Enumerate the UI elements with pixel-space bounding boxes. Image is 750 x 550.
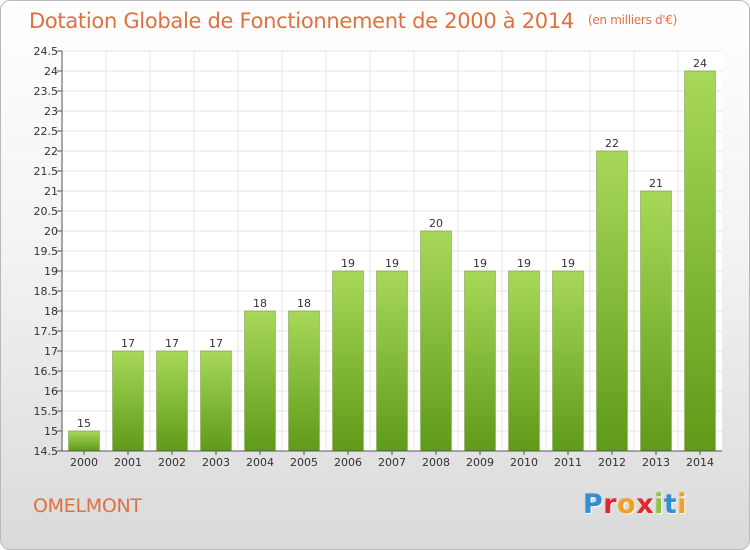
bar (640, 190, 672, 452)
y-tick-label: 21.5 (34, 165, 59, 178)
bar (244, 310, 276, 452)
commune-name: OMELMONT (33, 495, 142, 517)
x-tick-label: 2005 (290, 456, 318, 469)
y-tick-label: 18.5 (34, 285, 59, 298)
y-tick-label: 23.5 (34, 85, 59, 98)
bar-value-label: 19 (341, 257, 355, 270)
bar-value-label: 19 (473, 257, 487, 270)
y-tick-label: 15.5 (34, 405, 59, 418)
bar-value-label: 17 (209, 337, 223, 350)
x-tick-label: 2000 (70, 456, 98, 469)
y-tick-label: 22.5 (34, 125, 59, 138)
bar-value-label: 17 (121, 337, 135, 350)
logo-letter: o (617, 489, 637, 520)
bar (376, 270, 408, 452)
bar-value-label: 20 (429, 217, 443, 230)
bar-value-label: 22 (605, 137, 619, 150)
y-tick-label: 20.5 (34, 205, 59, 218)
y-tick-label: 24 (44, 65, 58, 78)
bar-value-label: 17 (165, 337, 179, 350)
logo-letter: x (636, 489, 655, 520)
bar (112, 350, 144, 452)
y-tick-label: 19.5 (34, 245, 59, 258)
logo-letter: i (677, 489, 688, 520)
proxiti-logo[interactable]: Proxiti (583, 489, 687, 520)
y-tick-label: 21 (44, 185, 58, 198)
x-tick-label: 2013 (642, 456, 670, 469)
x-tick-label: 2012 (598, 456, 626, 469)
x-tick-label: 2001 (114, 456, 142, 469)
logo-letter: t (663, 489, 678, 520)
bar (464, 270, 496, 452)
bar-value-label: 24 (693, 57, 707, 70)
y-tick-label: 15 (44, 425, 58, 438)
logo-letter: r (603, 489, 618, 520)
y-tick-label: 24.5 (34, 45, 59, 58)
y-tick-label: 17.5 (34, 325, 59, 338)
chart-subtitle: (en milliers d'€) (587, 13, 677, 27)
y-tick-label: 22 (44, 145, 58, 158)
bar-value-label: 18 (297, 297, 311, 310)
bar-value-label: 21 (649, 177, 663, 190)
y-tick-label: 23 (44, 105, 58, 118)
chart-title: Dotation Globale de Fonctionnement de 20… (29, 9, 677, 33)
x-tick-label: 2004 (246, 456, 274, 469)
x-tick-label: 2003 (202, 456, 230, 469)
x-tick-label: 2011 (554, 456, 582, 469)
x-tick-label: 2002 (158, 456, 186, 469)
logo-letter: i (654, 489, 664, 520)
bar (68, 430, 100, 452)
x-tick-label: 2009 (466, 456, 494, 469)
logo-letter: P (583, 489, 604, 520)
bar (288, 310, 320, 452)
y-tick-label: 20 (44, 225, 58, 238)
bar (596, 150, 628, 452)
bar (508, 270, 540, 452)
bar-value-label: 19 (385, 257, 399, 270)
x-tick-label: 2014 (686, 456, 714, 469)
y-tick-label: 14.5 (34, 445, 59, 458)
bar (200, 350, 232, 452)
bar (420, 230, 452, 452)
chart-title-text: Dotation Globale de Fonctionnement de 20… (29, 9, 574, 33)
x-tick-label: 2006 (334, 456, 362, 469)
y-tick-label: 17 (44, 345, 58, 358)
bar-value-label: 19 (561, 257, 575, 270)
x-tick-label: 2007 (378, 456, 406, 469)
y-tick-label: 19 (44, 265, 58, 278)
y-tick-label: 18 (44, 305, 58, 318)
bar-value-label: 18 (253, 297, 267, 310)
bar (332, 270, 364, 452)
x-tick-label: 2010 (510, 456, 538, 469)
bar-value-label: 19 (517, 257, 531, 270)
y-tick-label: 16 (44, 385, 58, 398)
bar (684, 70, 716, 452)
bar (552, 270, 584, 452)
bar (156, 350, 188, 452)
y-tick-label: 16.5 (34, 365, 59, 378)
x-tick-label: 2008 (422, 456, 450, 469)
bar-value-label: 15 (77, 417, 91, 430)
